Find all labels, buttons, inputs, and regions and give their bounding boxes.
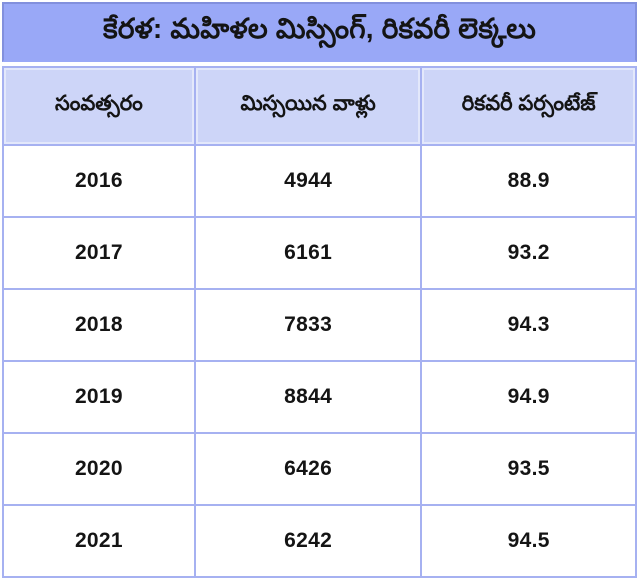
table-row: 2020 6426 93.5 — [2, 432, 637, 506]
table-header-row: సంవత్సరం మిస్సయిన వాళ్లు రికవరీ పర్సంటేజ… — [2, 66, 637, 146]
table-cell-missing: 8844 — [193, 360, 423, 434]
table-cell-missing: 4944 — [193, 144, 423, 218]
table-cell-missing: 6426 — [193, 432, 423, 506]
table-cell-year: 2018 — [2, 288, 196, 362]
table-cell-missing: 6161 — [193, 216, 423, 290]
table-cell-year: 2017 — [2, 216, 196, 290]
table-cell-missing: 7833 — [193, 288, 423, 362]
table-header: సంవత్సరం మిస్సయిన వాళ్లు రికవరీ పర్సంటేజ… — [2, 66, 637, 146]
column-header-year: సంవత్సరం — [2, 66, 196, 146]
table-cell-year: 2021 — [2, 504, 196, 578]
title-bar: కేరళ: మహిళల మిస్సింగ్, రికవరీ లెక్కలు — [2, 2, 637, 62]
table-body: 2016 4944 88.9 2017 6161 93.2 2018 7833 94.3 2019… — [2, 144, 637, 578]
table-cell-recovery: 94.5 — [420, 504, 637, 578]
table-row: 2021 6242 94.5 — [2, 504, 637, 578]
table-cell-year: 2020 — [2, 432, 196, 506]
table-cell-missing: 6242 — [193, 504, 423, 578]
table-cell-recovery: 88.9 — [420, 144, 637, 218]
table-row: 2017 6161 93.2 — [2, 216, 637, 290]
page-title: కేరళ: మహిళల మిస్సింగ్, రికవరీ లెక్కలు — [103, 12, 536, 44]
table-cell-recovery: 94.3 — [420, 288, 637, 362]
table-cell-year: 2019 — [2, 360, 196, 434]
table-cell-recovery: 94.9 — [420, 360, 637, 434]
table-row: 2016 4944 88.9 — [2, 144, 637, 218]
table-cell-recovery: 93.5 — [420, 432, 637, 506]
table-row: 2019 8844 94.9 — [2, 360, 637, 434]
table-cell-recovery: 93.2 — [420, 216, 637, 290]
column-header-recovery: రికవరీ పర్సంటేజ్ — [420, 66, 637, 146]
statistics-table: సంవత్సరం మిస్సయిన వాళ్లు రికవరీ పర్సంటేజ… — [2, 66, 637, 578]
title-table-gap — [2, 62, 637, 66]
table-row: 2018 7833 94.3 — [2, 288, 637, 362]
table-cell-year: 2016 — [2, 144, 196, 218]
column-header-missing: మిస్సయిన వాళ్లు — [193, 66, 423, 146]
